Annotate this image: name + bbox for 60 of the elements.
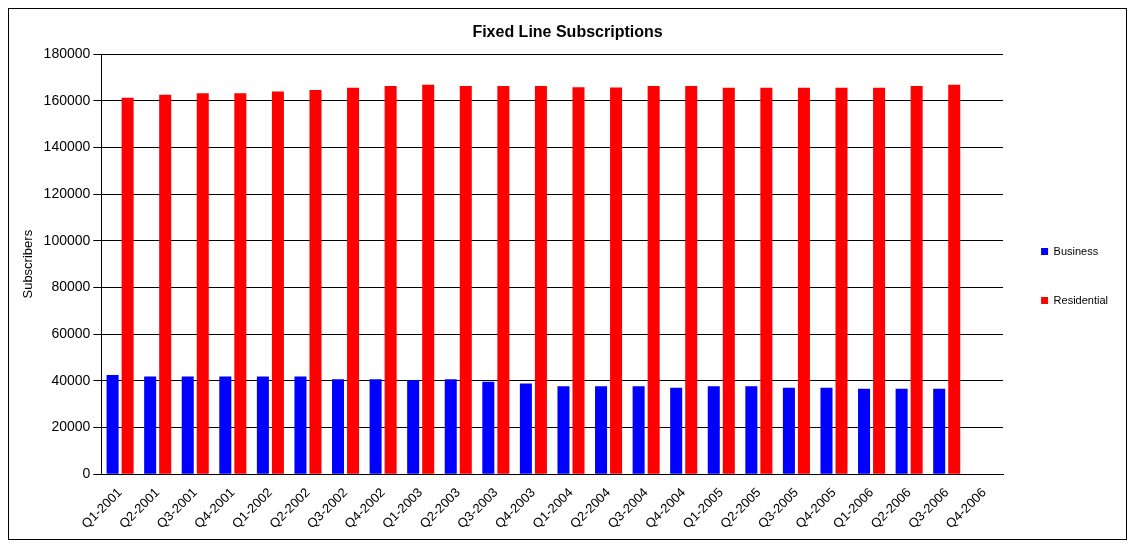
bar xyxy=(534,85,547,474)
y-tick-label: 20000 xyxy=(51,418,91,435)
legend-label: Residential xyxy=(1053,293,1108,306)
bar xyxy=(482,381,495,474)
y-tick-label: 0 xyxy=(82,465,91,482)
bar xyxy=(332,379,345,474)
bar xyxy=(106,375,119,474)
bar xyxy=(407,380,420,474)
bar xyxy=(347,87,360,474)
y-tick-label: 40000 xyxy=(51,371,91,388)
bar xyxy=(895,388,908,474)
y-tick-label: 100000 xyxy=(43,231,91,248)
bar xyxy=(519,383,532,474)
bar xyxy=(873,87,886,474)
bar xyxy=(256,376,269,474)
bar xyxy=(948,84,961,474)
bar xyxy=(181,376,194,474)
bar xyxy=(685,85,698,474)
bar xyxy=(271,91,284,474)
bar xyxy=(444,379,457,474)
bar xyxy=(632,386,645,474)
bar xyxy=(610,87,623,474)
y-axis-title: Subscribers xyxy=(20,229,36,299)
y-tick-label: 160000 xyxy=(43,91,91,108)
bar xyxy=(933,388,946,474)
y-tick-label: 120000 xyxy=(43,185,91,202)
bar xyxy=(835,87,848,474)
y-tick-label: 140000 xyxy=(43,138,91,155)
bar xyxy=(196,93,209,474)
bar xyxy=(121,97,134,474)
bar xyxy=(722,87,735,474)
bar xyxy=(595,386,608,474)
bar xyxy=(369,379,382,474)
bar xyxy=(234,93,247,474)
bar xyxy=(745,386,758,474)
bar xyxy=(384,85,397,474)
y-tick-label: 60000 xyxy=(51,325,91,342)
bar xyxy=(820,387,833,474)
legend-label: Business xyxy=(1053,244,1099,257)
bar xyxy=(309,89,322,474)
y-tick-label: 80000 xyxy=(51,278,91,295)
bar xyxy=(707,386,720,474)
bar xyxy=(647,85,660,474)
chart-title: Fixed Line Subscriptions xyxy=(472,23,663,41)
bar xyxy=(910,85,923,474)
bar xyxy=(219,376,232,474)
y-tick-label: 180000 xyxy=(43,45,91,62)
bar xyxy=(557,386,570,474)
bar xyxy=(497,85,510,474)
bar xyxy=(572,87,585,474)
bar xyxy=(144,376,157,474)
bar xyxy=(422,84,435,474)
bar xyxy=(782,387,795,474)
bar xyxy=(294,376,307,474)
bar xyxy=(459,85,472,474)
bar xyxy=(797,87,810,474)
bar xyxy=(760,87,773,474)
bar xyxy=(858,388,871,474)
bar xyxy=(159,94,172,474)
bar xyxy=(670,387,683,474)
